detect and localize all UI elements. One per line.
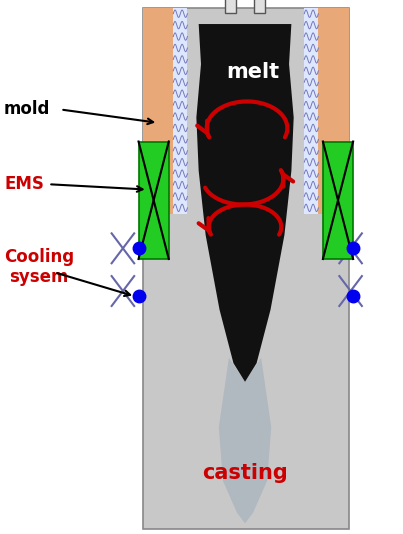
Bar — [323, 142, 353, 259]
Text: melt: melt — [226, 62, 280, 82]
Bar — [143, 8, 349, 529]
Bar — [254, 0, 265, 13]
Text: EMS: EMS — [4, 175, 44, 193]
Bar — [304, 8, 318, 214]
Text: Cooling
sysem: Cooling sysem — [4, 248, 74, 286]
Bar — [143, 8, 173, 214]
Bar — [139, 142, 169, 259]
Polygon shape — [196, 24, 294, 382]
Text: casting: casting — [202, 462, 288, 483]
Bar — [173, 8, 187, 214]
Text: mold: mold — [4, 100, 50, 119]
Bar — [225, 0, 236, 13]
Bar — [318, 8, 349, 214]
Polygon shape — [219, 358, 271, 523]
